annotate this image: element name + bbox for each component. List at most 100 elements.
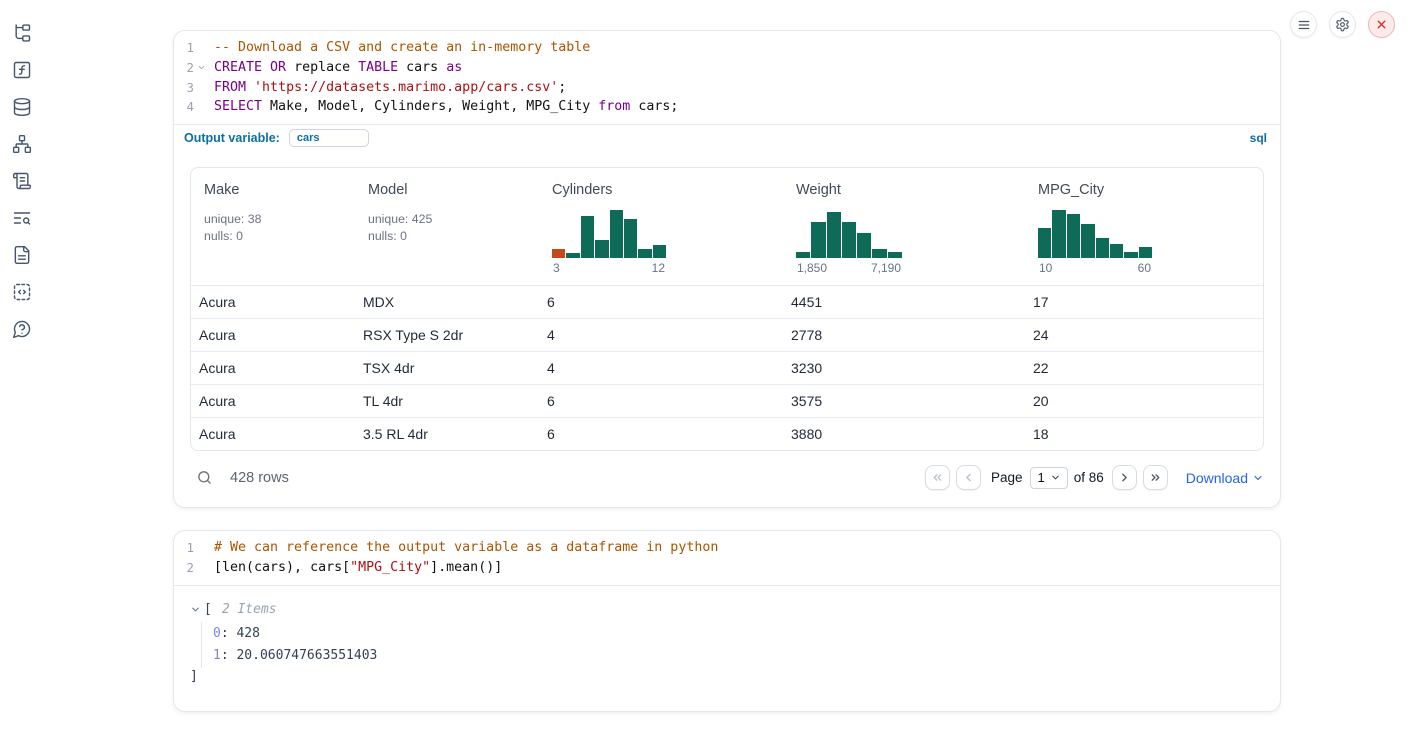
sidebar-item-snippets[interactable] bbox=[11, 281, 33, 303]
shutdown-button[interactable] bbox=[1368, 11, 1395, 38]
sidebar-item-scratchpad[interactable] bbox=[11, 170, 33, 192]
pagination: Page 1 of 86 Download bbox=[924, 465, 1264, 491]
table-row[interactable]: Acura TSX 4dr 4 3230 22 bbox=[191, 351, 1263, 384]
histogram-bar bbox=[1052, 210, 1066, 259]
code-line[interactable]: 2 [len(cars), cars["MPG_City"].mean()] bbox=[174, 558, 1280, 578]
table-row[interactable]: Acura TL 4dr 6 3575 20 bbox=[191, 384, 1263, 417]
line-number-gutter: 4 bbox=[186, 99, 194, 115]
table-cell: TL 4dr bbox=[363, 393, 403, 410]
histogram-bar bbox=[1138, 246, 1152, 259]
table-cell: 4451 bbox=[791, 294, 823, 311]
gear-icon bbox=[1335, 17, 1350, 32]
table-cell: 6 bbox=[547, 294, 555, 311]
page-select-value: 1 bbox=[1037, 470, 1045, 486]
column-label: Model bbox=[368, 182, 408, 199]
chevrons-right-icon bbox=[1149, 471, 1162, 484]
histogram-bar bbox=[1124, 251, 1138, 259]
column-header[interactable]: Cylinders 3 12 bbox=[539, 168, 783, 285]
table-cell: 3575 bbox=[791, 393, 823, 410]
table-cell: Acura bbox=[199, 393, 236, 410]
histogram-bar bbox=[623, 218, 638, 259]
collapse-chevron-icon[interactable] bbox=[190, 604, 201, 615]
table-row[interactable]: Acura RSX Type S 2dr 4 2778 24 bbox=[191, 318, 1263, 351]
column-label: Make bbox=[204, 182, 240, 199]
download-button[interactable]: Download bbox=[1186, 470, 1264, 486]
first-page-button[interactable] bbox=[924, 465, 950, 491]
histogram-axis-labels: 3 12 bbox=[553, 261, 665, 276]
chevron-right-icon bbox=[1118, 471, 1131, 484]
search-icon[interactable] bbox=[196, 469, 213, 486]
row-count-label: 428 rows bbox=[230, 469, 289, 486]
page-select[interactable]: 1 bbox=[1030, 466, 1068, 489]
list-item: 0: 428 bbox=[213, 625, 260, 641]
sql-code-editor[interactable]: 1 -- Download a CSV and create an in-memo… bbox=[174, 31, 1280, 124]
histogram-bar bbox=[796, 251, 811, 259]
sql-output-area: Make unique: 38 nulls: 0 Model unique: 425 nu… bbox=[174, 152, 1280, 452]
chevron-down-icon bbox=[1050, 472, 1061, 483]
histogram-bar bbox=[887, 251, 902, 259]
sql-cell-toolbar: Output variable: sql bbox=[174, 124, 1280, 152]
table-cell: 22 bbox=[1033, 360, 1049, 377]
sidebar-item-file-explorer[interactable] bbox=[11, 22, 33, 44]
histogram-bar bbox=[566, 253, 580, 259]
table-cell: 18 bbox=[1033, 426, 1049, 443]
chevrons-left-icon bbox=[931, 471, 944, 484]
table-cell: Acura bbox=[199, 360, 236, 377]
histogram-bar bbox=[872, 248, 887, 259]
sidebar-item-documentation[interactable] bbox=[11, 244, 33, 266]
list-item: 1: 20.060747663551403 bbox=[213, 647, 378, 663]
page-label: Page bbox=[990, 470, 1023, 486]
code-line[interactable]: 1 # We can reference the output variable … bbox=[174, 538, 1280, 558]
table-row[interactable]: Acura MDX 6 4451 17 bbox=[191, 285, 1263, 318]
column-label: MPG_City bbox=[1038, 182, 1105, 199]
file-tree-icon bbox=[12, 23, 32, 43]
histogram-bar bbox=[638, 248, 652, 259]
histogram-bar bbox=[595, 239, 609, 259]
code-line[interactable]: 2 CREATE OR replace TABLE cars as bbox=[174, 58, 1280, 78]
items-count-label: 2 Items bbox=[221, 601, 277, 617]
fold-chevron-icon[interactable] bbox=[194, 58, 208, 78]
sql-cell-card: 1 -- Download a CSV and create an in-memo… bbox=[173, 30, 1281, 509]
sidebar-item-dependency-graph[interactable] bbox=[11, 133, 33, 155]
histogram-bar bbox=[652, 244, 666, 259]
column-header[interactable]: Weight 1,850 7,190 bbox=[783, 168, 1025, 285]
python-code-editor[interactable]: 1 # We can reference the output variable … bbox=[174, 531, 1280, 586]
table-cell: TSX 4dr bbox=[363, 360, 415, 377]
sidebar bbox=[0, 0, 44, 729]
column-histogram: 1,850 7,190 bbox=[796, 210, 902, 275]
help-bubble-icon bbox=[12, 319, 32, 339]
column-header[interactable]: MPG_City 10 60 bbox=[1025, 168, 1263, 285]
sidebar-item-variables[interactable] bbox=[11, 59, 33, 81]
column-header[interactable]: Model unique: 425 nulls: 0 bbox=[355, 168, 539, 285]
column-header[interactable]: Make unique: 38 nulls: 0 bbox=[191, 168, 355, 285]
table-row[interactable]: Acura 3.5 RL 4dr 6 3880 18 bbox=[191, 417, 1263, 450]
menu-button[interactable] bbox=[1290, 11, 1317, 38]
table-cell: RSX Type S 2dr bbox=[363, 327, 464, 344]
download-label: Download bbox=[1185, 469, 1248, 486]
table-cell: 24 bbox=[1033, 327, 1049, 344]
histogram-bar bbox=[552, 248, 566, 259]
table-header-row: Make unique: 38 nulls: 0 Model unique: 425 nu… bbox=[191, 168, 1263, 285]
output-variable-input[interactable] bbox=[288, 129, 369, 148]
line-number-gutter: 2 bbox=[186, 559, 194, 575]
file-text-icon bbox=[12, 245, 32, 265]
code-line[interactable]: 3 FROM 'https://datasets.marimo.app/cars.… bbox=[174, 78, 1280, 98]
code-line[interactable]: 4 SELECT Make, Model, Cylinders, Weight, … bbox=[174, 97, 1280, 117]
histogram-bar bbox=[826, 211, 841, 259]
column-histogram: 10 60 bbox=[1038, 210, 1152, 275]
hamburger-icon bbox=[1297, 18, 1311, 32]
settings-button[interactable] bbox=[1329, 11, 1356, 38]
histogram-bar bbox=[609, 210, 623, 259]
table-cell: MDX bbox=[363, 294, 395, 311]
line-number-gutter: 2 bbox=[174, 58, 208, 78]
next-page-button[interactable] bbox=[1111, 465, 1137, 491]
language-badge: sql bbox=[1249, 131, 1267, 146]
prev-page-button[interactable] bbox=[955, 465, 981, 491]
table-cell: 4 bbox=[547, 327, 555, 344]
sidebar-item-logs[interactable] bbox=[11, 207, 33, 229]
sidebar-item-help[interactable] bbox=[11, 318, 33, 340]
last-page-button[interactable] bbox=[1142, 465, 1168, 491]
sidebar-item-data-sources[interactable] bbox=[11, 96, 33, 118]
histogram-bar bbox=[580, 215, 595, 259]
code-line[interactable]: 1 -- Download a CSV and create an in-memo… bbox=[174, 38, 1280, 58]
